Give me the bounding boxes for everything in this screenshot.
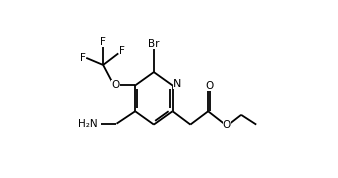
Text: F: F bbox=[100, 37, 106, 47]
Text: O: O bbox=[205, 81, 213, 91]
Text: O: O bbox=[112, 80, 120, 90]
Text: F: F bbox=[80, 53, 86, 63]
Text: F: F bbox=[119, 46, 125, 56]
Text: Br: Br bbox=[148, 39, 160, 49]
Text: H₂N: H₂N bbox=[78, 119, 98, 129]
Text: N: N bbox=[173, 79, 181, 89]
Text: O: O bbox=[223, 120, 231, 130]
